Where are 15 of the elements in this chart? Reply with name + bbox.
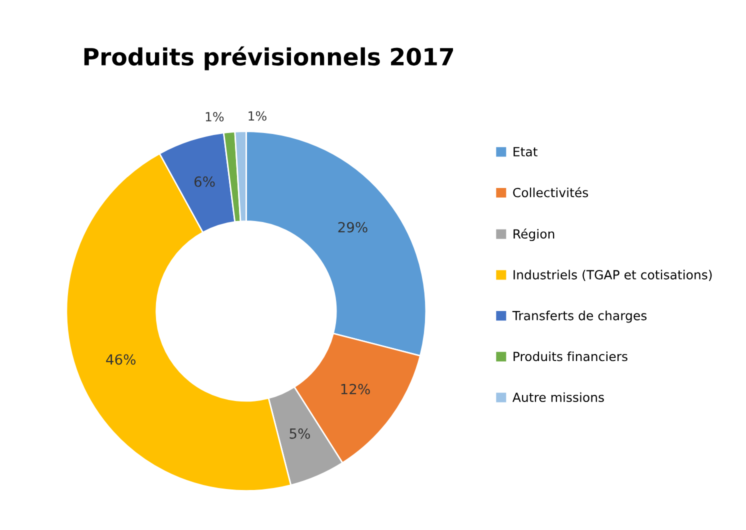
legend-label: Industriels (TGAP et cotisations) (514, 270, 712, 281)
data-label: 6% (194, 176, 215, 187)
legend-label: Transferts de charges (512, 310, 647, 323)
legend-label: Région (514, 228, 554, 242)
legend-label: Autre missions (512, 392, 604, 402)
legend-label: Collectivités (513, 187, 588, 198)
chart-title: Produits prévisionnels 2017 (84, 46, 454, 70)
data-label: 1% (248, 111, 266, 121)
data-label: 1% (206, 112, 224, 122)
data-label: 5% (290, 428, 310, 439)
data-label: 12% (341, 384, 370, 394)
legend-label: Etat (514, 147, 538, 156)
data-label: 29% (338, 222, 368, 232)
data-label: 46% (106, 354, 136, 365)
legend-label: Produits financiers (514, 351, 628, 362)
